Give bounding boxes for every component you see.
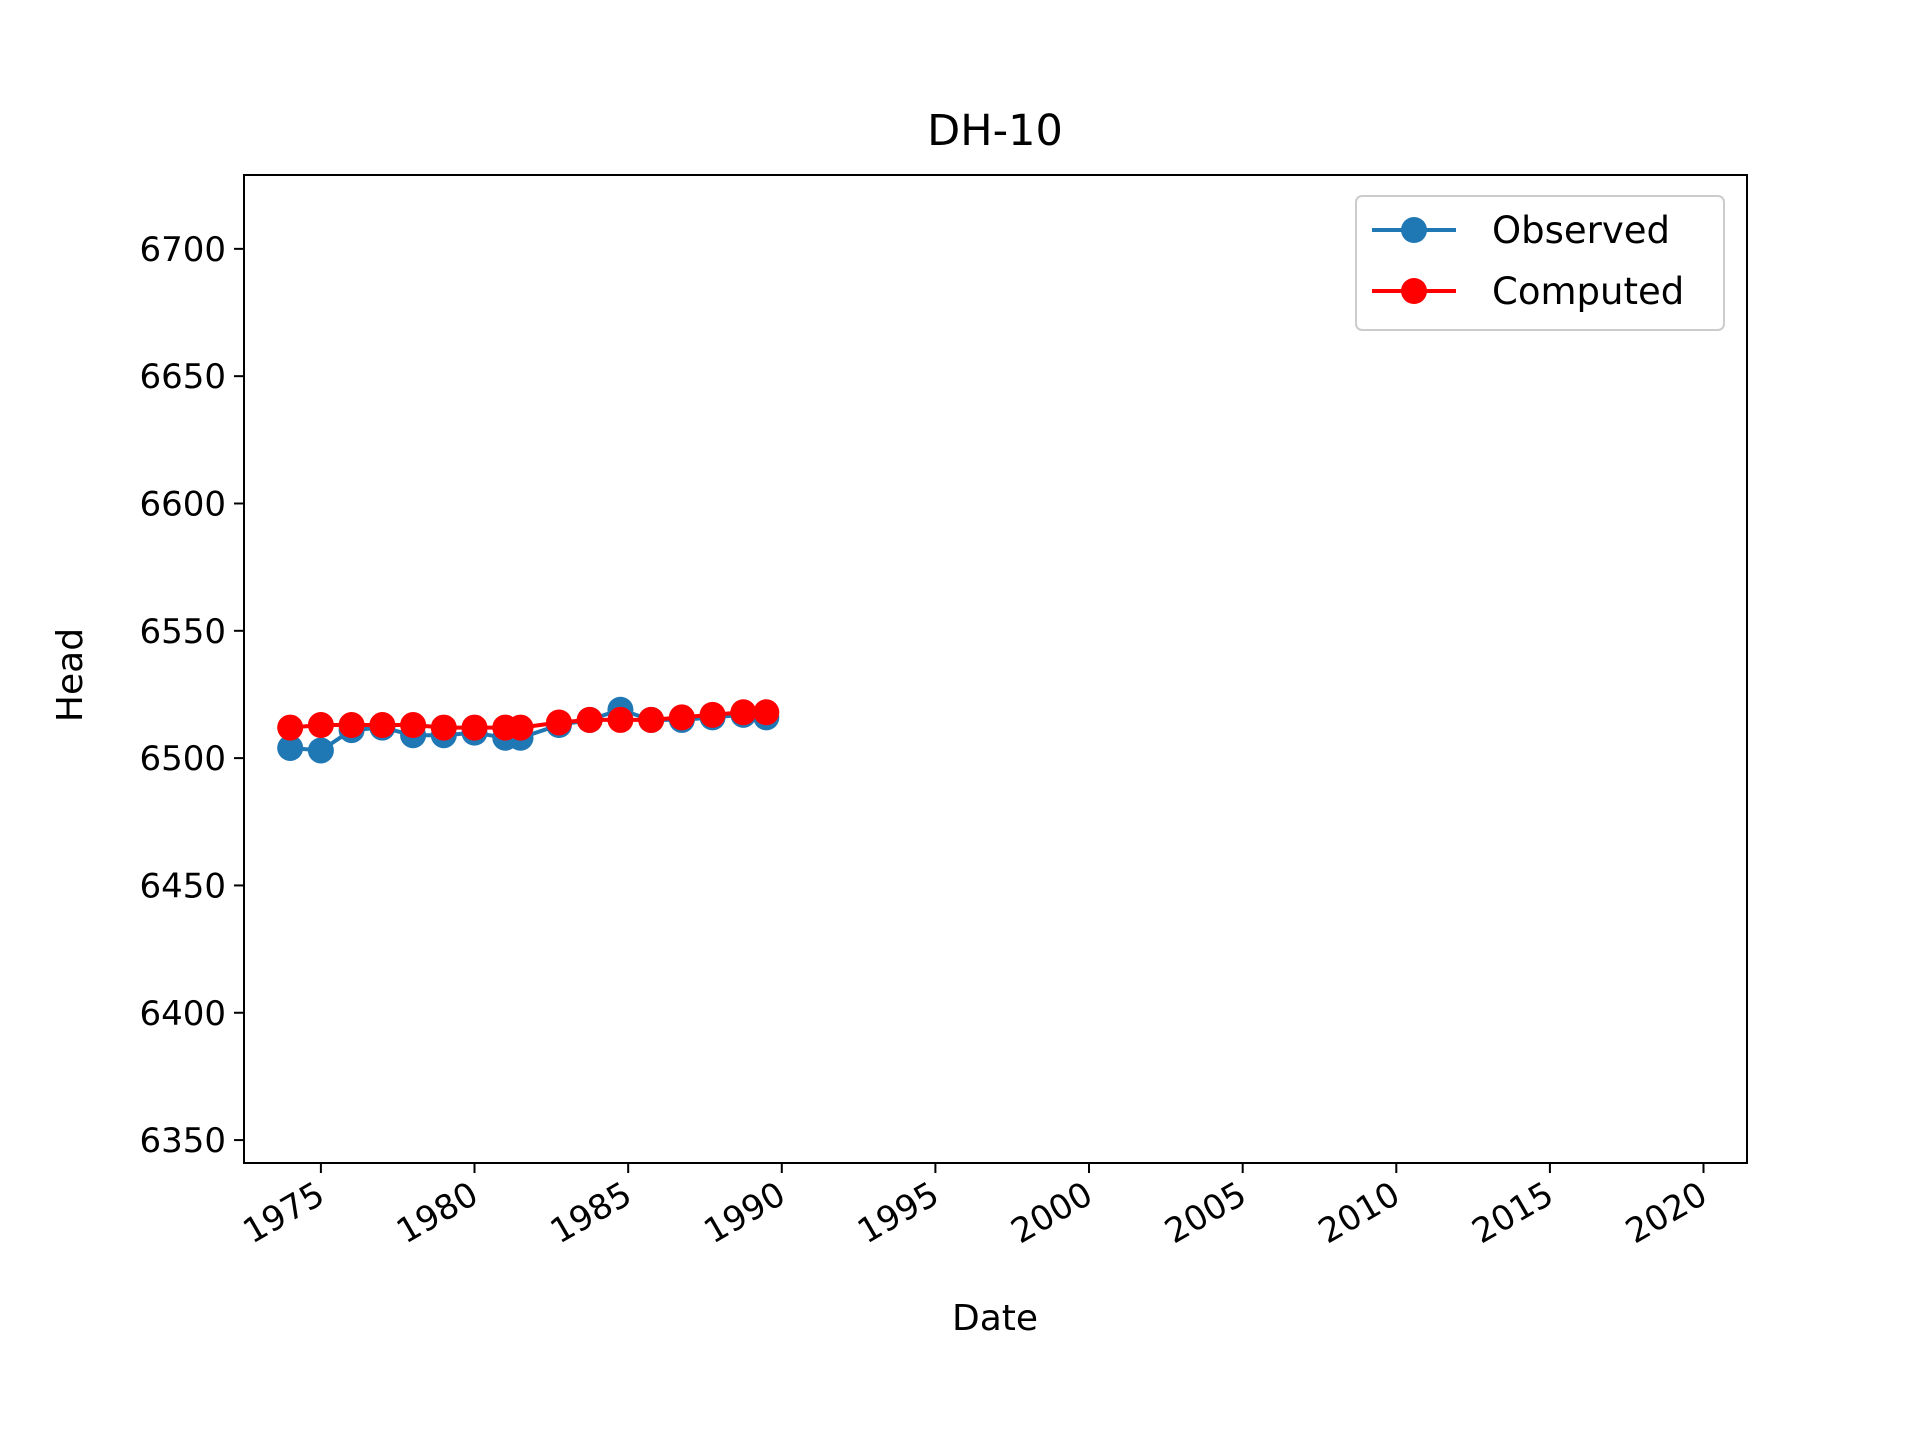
- series-computed: [277, 699, 780, 741]
- legend: Observed Computed: [1355, 195, 1725, 331]
- data-point-computed: [307, 712, 334, 739]
- y-tick-label: 6400: [139, 994, 226, 1034]
- data-point-computed: [507, 714, 534, 741]
- data-point-computed: [277, 714, 304, 741]
- y-tick-label: 6550: [139, 612, 226, 652]
- chart-title: DH-10: [927, 106, 1063, 156]
- series-layer: [277, 696, 780, 764]
- data-point-computed: [730, 699, 757, 726]
- data-point-observed: [277, 734, 304, 761]
- y-tick-label: 6700: [139, 230, 226, 270]
- legend-label-observed: Observed: [1492, 209, 1670, 252]
- data-point-computed: [699, 701, 726, 728]
- data-point-computed: [753, 699, 780, 726]
- data-point-computed: [545, 709, 572, 736]
- data-point-computed: [638, 706, 665, 733]
- legend-marker-computed: [1401, 278, 1427, 304]
- plot-frame: [243, 174, 1748, 1164]
- data-point-computed: [400, 712, 427, 739]
- y-tick-label: 6650: [139, 357, 226, 397]
- data-point-computed: [607, 706, 634, 733]
- y-axis-title: Head: [50, 628, 91, 722]
- y-tick-label: 6600: [139, 484, 226, 524]
- y-tick-label: 6500: [139, 739, 226, 779]
- y-axis: 6350 6400 6450 6500 6550 6600 6650 6700: [139, 230, 244, 1161]
- data-point-observed: [307, 737, 334, 764]
- data-point-computed: [576, 706, 603, 733]
- data-point-computed: [430, 714, 457, 741]
- y-tick-label: 6350: [139, 1121, 226, 1161]
- data-point-computed: [338, 712, 365, 739]
- legend-marker-observed: [1401, 217, 1427, 243]
- x-axis-title: Date: [952, 1298, 1038, 1339]
- data-point-computed: [461, 714, 488, 741]
- data-point-computed: [668, 704, 695, 731]
- y-tick-label: 6450: [139, 866, 226, 906]
- legend-label-computed: Computed: [1492, 270, 1684, 313]
- data-point-computed: [369, 712, 396, 739]
